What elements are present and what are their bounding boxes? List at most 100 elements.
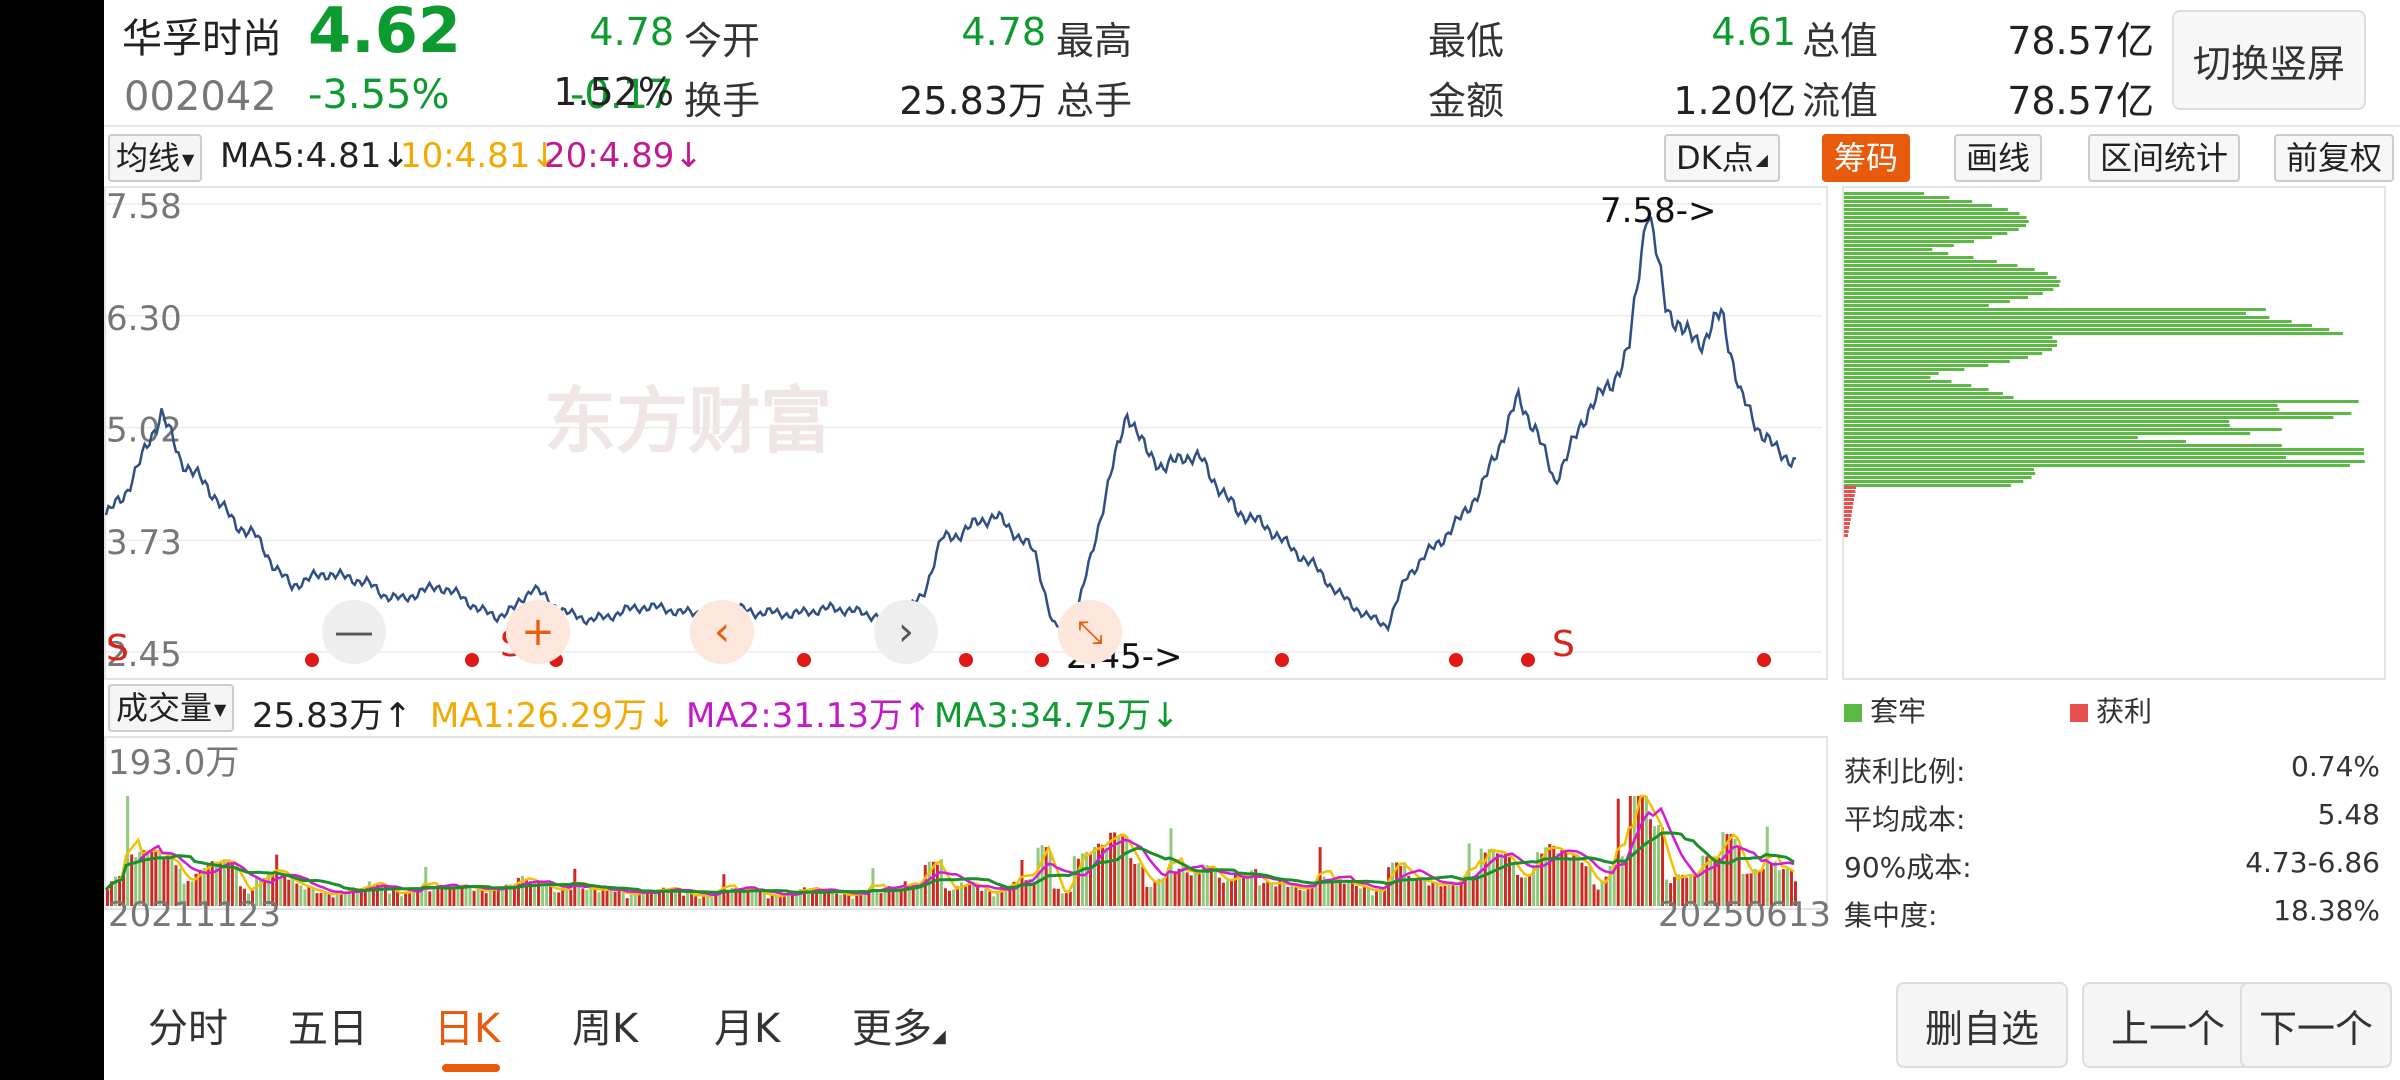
scroll-left-button[interactable]: ‹ bbox=[690, 600, 754, 664]
volume-bar bbox=[577, 886, 581, 906]
volume-bar bbox=[1346, 881, 1350, 906]
volume-bar bbox=[1520, 877, 1524, 906]
chip-bar-loss bbox=[1844, 204, 1992, 207]
collapse-button[interactable]: ⤡ bbox=[1058, 600, 1122, 664]
volume-bar bbox=[738, 891, 742, 906]
volume-bar bbox=[158, 853, 162, 906]
volume-bar bbox=[557, 892, 561, 906]
volume-bar bbox=[1669, 883, 1673, 906]
volume-bar bbox=[609, 889, 613, 906]
volume-bar bbox=[529, 881, 532, 906]
kline-panel[interactable] bbox=[104, 186, 1828, 680]
volume-bar bbox=[1121, 836, 1125, 906]
volume-bar bbox=[798, 889, 802, 906]
chip-bar-loss bbox=[1844, 472, 2036, 475]
switch-portrait-button[interactable]: 切换竖屏 bbox=[2172, 10, 2366, 110]
tab-more[interactable]: 更多◢ bbox=[852, 1006, 946, 1052]
volume-bar bbox=[968, 882, 972, 906]
volume-bar bbox=[331, 897, 335, 906]
volume-bar bbox=[1024, 880, 1028, 906]
chip-bar-loss bbox=[1844, 464, 2350, 467]
chip-bar-loss bbox=[1844, 328, 2330, 331]
volume-bar bbox=[1354, 885, 1358, 906]
volume-bar bbox=[327, 894, 331, 906]
volume-bar bbox=[315, 893, 319, 906]
tab-five-day[interactable]: 五日 bbox=[288, 1006, 368, 1052]
ma20-value: 20:4.89↓ bbox=[544, 136, 703, 176]
volume-bar bbox=[1407, 875, 1411, 906]
current-price: 4.62 bbox=[308, 0, 461, 67]
volume-bar bbox=[1471, 877, 1475, 906]
volume-bar bbox=[601, 889, 605, 906]
volume-bar bbox=[1511, 864, 1515, 906]
profit-ratio-row: 获利比例: 0.74% bbox=[1844, 750, 2380, 788]
volume-bar bbox=[323, 891, 327, 906]
tab-intraday[interactable]: 分时 bbox=[148, 1006, 228, 1052]
volume-bar bbox=[464, 884, 468, 906]
next-stock-button[interactable]: 下一个 bbox=[2240, 982, 2392, 1068]
forward-adjust-button[interactable]: 前复权 bbox=[2274, 134, 2395, 182]
volume-bar bbox=[1185, 872, 1189, 906]
range-stats-button[interactable]: 区间统计 bbox=[2088, 134, 2241, 182]
volume-bar bbox=[537, 881, 541, 906]
draw-line-button[interactable]: 画线 bbox=[1954, 134, 2043, 182]
tab-monthly-k[interactable]: 月K bbox=[714, 1006, 781, 1052]
volume-bar bbox=[786, 891, 790, 906]
previous-stock-button[interactable]: 上一个 bbox=[2082, 982, 2254, 1068]
zoom-out-button[interactable]: — bbox=[322, 600, 386, 664]
volume-bar bbox=[831, 889, 835, 906]
volume-bar bbox=[1366, 887, 1370, 906]
scroll-right-button[interactable]: › bbox=[874, 600, 938, 664]
volume-bar bbox=[653, 893, 657, 906]
float-cap-value: 78.57亿 bbox=[2007, 79, 2154, 123]
volume-bar bbox=[1652, 826, 1656, 906]
zoom-in-button[interactable]: + bbox=[506, 600, 570, 664]
indicator-select[interactable]: 均线 ▼ bbox=[108, 134, 203, 182]
volume-bar bbox=[1600, 881, 1604, 906]
volume-bar bbox=[851, 898, 855, 906]
chip-bar-loss bbox=[1844, 372, 1939, 375]
chips-button[interactable]: 筹码 bbox=[1822, 134, 1911, 182]
volume-bar bbox=[1624, 859, 1628, 906]
volume-bar bbox=[1201, 864, 1205, 906]
volume-bar bbox=[541, 886, 545, 906]
volume-bar bbox=[919, 887, 923, 906]
chevron-down-icon: ▼ bbox=[214, 700, 227, 719]
volume-bar bbox=[247, 893, 250, 906]
volume-bar bbox=[255, 878, 259, 906]
volume-bar bbox=[210, 861, 214, 906]
volume-bar bbox=[295, 883, 299, 906]
chip-bar-loss bbox=[1844, 384, 1972, 387]
chip-bar-loss bbox=[1844, 440, 2186, 443]
volume-bar bbox=[460, 885, 464, 906]
volume-bar bbox=[1745, 873, 1749, 906]
volume-bar bbox=[1753, 868, 1757, 906]
volume-max-label: 193.0万 bbox=[108, 743, 239, 783]
dk-point-button[interactable]: DK点 ◢ bbox=[1664, 134, 1780, 182]
volume-bar bbox=[1318, 847, 1322, 906]
volume-bar bbox=[1604, 876, 1608, 906]
volume-bar bbox=[1741, 874, 1745, 906]
volume-bar bbox=[267, 874, 271, 906]
volume-indicator-select[interactable]: 成交量 ▼ bbox=[108, 684, 235, 732]
chip-bar-loss bbox=[1844, 200, 1973, 203]
remove-watchlist-button[interactable]: 删自选 bbox=[1896, 982, 2068, 1068]
volume-bar bbox=[303, 889, 307, 906]
volume-bar bbox=[883, 888, 887, 906]
chevron-down-icon: ▼ bbox=[182, 150, 195, 169]
volume-bar bbox=[416, 891, 420, 906]
volume-bar bbox=[516, 877, 520, 906]
volume-panel[interactable] bbox=[104, 736, 1828, 910]
volume-bar bbox=[690, 892, 694, 906]
chip-bar-loss bbox=[1844, 348, 2052, 351]
volume-bar bbox=[1632, 796, 1636, 906]
volume-bar bbox=[1548, 844, 1552, 906]
chip-bar-loss bbox=[1844, 444, 2282, 447]
tab-daily-k[interactable]: 日K bbox=[434, 1006, 501, 1052]
volume-bar bbox=[1789, 869, 1793, 906]
volume-bar bbox=[1262, 883, 1266, 906]
volume-bar bbox=[931, 861, 935, 906]
tab-weekly-k[interactable]: 周K bbox=[572, 1006, 639, 1052]
volume-bar bbox=[524, 878, 528, 906]
total-volume-label: 总手 bbox=[1056, 79, 1133, 123]
